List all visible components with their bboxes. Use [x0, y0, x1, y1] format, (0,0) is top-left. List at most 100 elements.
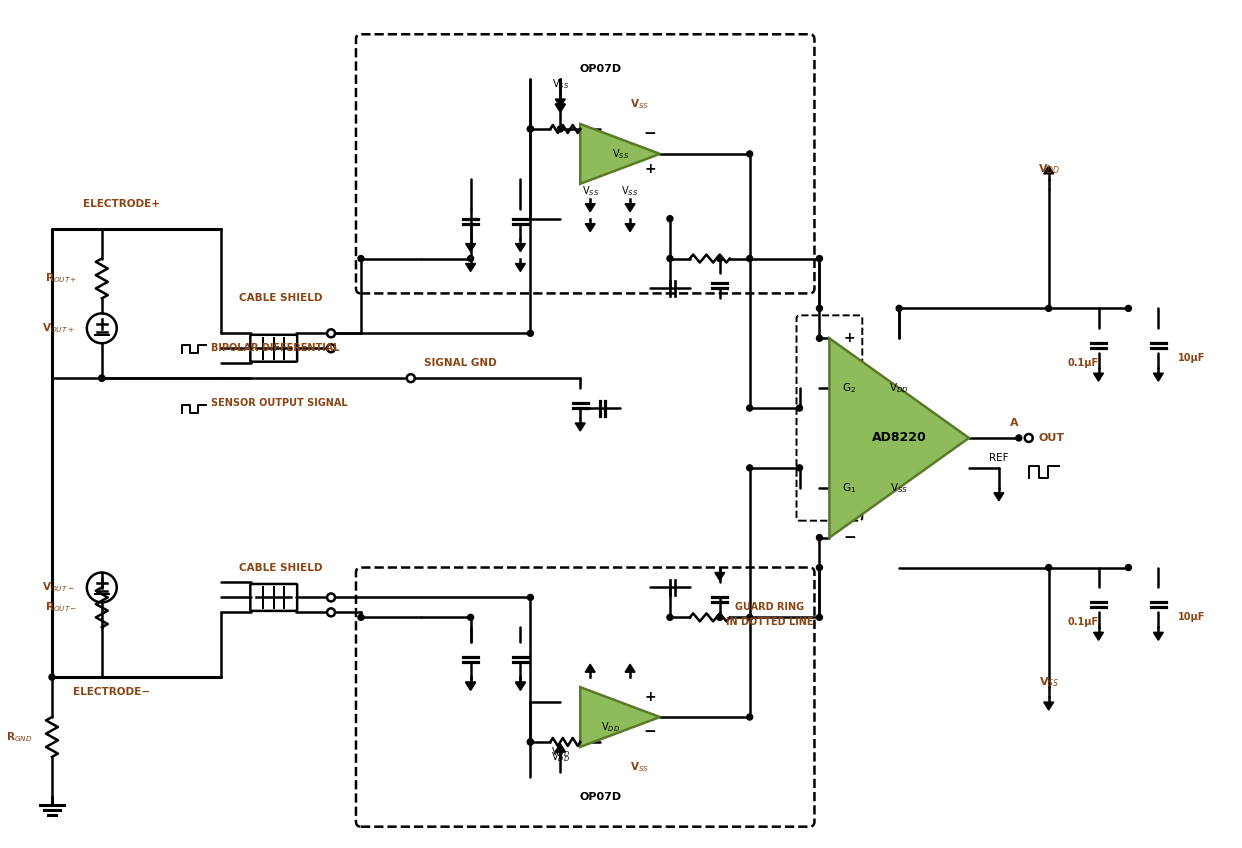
- Text: V$_{SS}$: V$_{SS}$: [1038, 675, 1059, 689]
- Text: V$_{DD}$: V$_{DD}$: [1037, 162, 1059, 176]
- Polygon shape: [585, 204, 595, 212]
- Polygon shape: [515, 243, 525, 252]
- Text: 10μF: 10μF: [1179, 612, 1206, 622]
- Circle shape: [1016, 435, 1022, 441]
- Polygon shape: [580, 124, 660, 184]
- Polygon shape: [575, 423, 585, 431]
- Polygon shape: [994, 493, 1004, 501]
- Polygon shape: [466, 682, 476, 690]
- Circle shape: [528, 126, 533, 132]
- Circle shape: [717, 614, 723, 621]
- Polygon shape: [585, 664, 595, 672]
- Circle shape: [528, 331, 533, 337]
- Circle shape: [99, 375, 104, 381]
- Polygon shape: [1154, 633, 1164, 640]
- Text: R$_{OUT-}$: R$_{OUT-}$: [45, 600, 77, 614]
- Circle shape: [816, 335, 822, 341]
- Text: OUT: OUT: [1038, 433, 1064, 443]
- Text: CABLE SHIELD: CABLE SHIELD: [240, 562, 323, 572]
- Text: AD8220: AD8220: [872, 432, 927, 444]
- Text: V$_{SS}$: V$_{SS}$: [631, 98, 650, 111]
- Text: BIPOLAR DIFFERENTIAL: BIPOLAR DIFFERENTIAL: [211, 343, 340, 354]
- Circle shape: [717, 255, 723, 261]
- Polygon shape: [555, 104, 565, 112]
- Text: IN DOTTED LINE: IN DOTTED LINE: [725, 617, 814, 628]
- Text: V$_{SS}$: V$_{SS}$: [891, 481, 908, 494]
- Circle shape: [746, 151, 753, 157]
- Text: ELECTRODE+: ELECTRODE+: [83, 198, 160, 209]
- Text: V$_{SS}$: V$_{SS}$: [551, 77, 569, 91]
- Circle shape: [358, 255, 364, 261]
- Polygon shape: [585, 224, 595, 232]
- Circle shape: [816, 305, 822, 311]
- Circle shape: [528, 126, 533, 132]
- Polygon shape: [1043, 702, 1053, 710]
- Circle shape: [558, 126, 564, 132]
- Text: V$_{DD}$: V$_{DD}$: [551, 745, 570, 759]
- Text: G$_1$: G$_1$: [842, 481, 857, 494]
- Circle shape: [746, 255, 753, 261]
- Text: V$_{DD}$: V$_{DD}$: [551, 750, 570, 764]
- Text: −: −: [643, 126, 656, 142]
- Circle shape: [528, 594, 533, 600]
- Text: GUARD RING: GUARD RING: [735, 602, 804, 612]
- Circle shape: [746, 405, 753, 411]
- Text: 10μF: 10μF: [1179, 354, 1206, 363]
- Circle shape: [528, 739, 533, 745]
- Circle shape: [816, 534, 822, 541]
- Text: 0.1μF: 0.1μF: [1067, 617, 1098, 628]
- Text: −: −: [643, 724, 656, 739]
- Polygon shape: [1043, 166, 1053, 174]
- Circle shape: [1125, 565, 1131, 571]
- Text: REF: REF: [989, 453, 1009, 463]
- Text: SIGNAL GND: SIGNAL GND: [425, 358, 497, 368]
- Polygon shape: [466, 243, 476, 252]
- Text: OP07D: OP07D: [579, 792, 621, 801]
- Polygon shape: [466, 682, 476, 690]
- Circle shape: [1025, 434, 1033, 442]
- Circle shape: [816, 614, 822, 621]
- Polygon shape: [555, 744, 565, 752]
- Circle shape: [667, 255, 673, 261]
- Circle shape: [327, 329, 335, 338]
- Polygon shape: [515, 682, 525, 690]
- Circle shape: [816, 255, 822, 261]
- Circle shape: [528, 739, 533, 745]
- Circle shape: [816, 565, 822, 571]
- Circle shape: [407, 374, 415, 382]
- Circle shape: [897, 305, 902, 311]
- Circle shape: [746, 714, 753, 720]
- Text: V$_{OUT-}$: V$_{OUT-}$: [41, 581, 73, 594]
- Polygon shape: [715, 572, 725, 581]
- Circle shape: [1125, 305, 1131, 311]
- Polygon shape: [515, 264, 525, 271]
- Circle shape: [667, 614, 673, 621]
- Text: V$_{SS}$: V$_{SS}$: [611, 147, 628, 161]
- Polygon shape: [1154, 373, 1164, 381]
- Text: V$_{SS}$: V$_{SS}$: [631, 760, 650, 773]
- Circle shape: [327, 344, 335, 352]
- Polygon shape: [1093, 633, 1103, 640]
- Text: CABLE SHIELD: CABLE SHIELD: [240, 293, 323, 304]
- Text: +: +: [843, 332, 856, 345]
- Polygon shape: [625, 664, 635, 672]
- Polygon shape: [580, 687, 660, 747]
- Text: A: A: [1010, 418, 1018, 428]
- Text: G$_2$: G$_2$: [842, 382, 856, 395]
- Text: R$_{OUT+}$: R$_{OUT+}$: [45, 271, 77, 286]
- Polygon shape: [830, 338, 969, 538]
- Text: V$_{SS}$: V$_{SS}$: [581, 184, 599, 198]
- Circle shape: [796, 405, 802, 411]
- Polygon shape: [555, 99, 565, 107]
- Text: V$_{DD}$: V$_{DD}$: [889, 382, 909, 395]
- Circle shape: [467, 255, 473, 261]
- Circle shape: [667, 215, 673, 221]
- Polygon shape: [1093, 373, 1103, 381]
- Polygon shape: [466, 264, 476, 271]
- Circle shape: [1046, 565, 1052, 571]
- Text: ELECTRODE−: ELECTRODE−: [73, 687, 150, 697]
- Polygon shape: [625, 224, 635, 232]
- Circle shape: [796, 465, 802, 471]
- Circle shape: [1046, 305, 1052, 311]
- Text: +: +: [645, 162, 656, 176]
